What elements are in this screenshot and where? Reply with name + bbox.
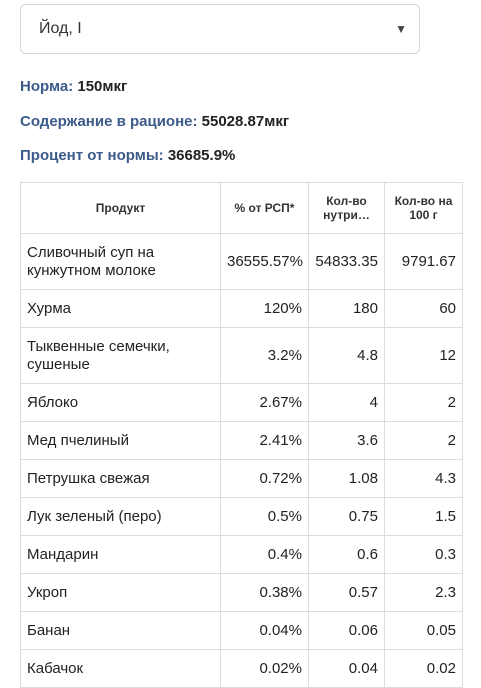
amount-cell: 3.6	[308, 421, 385, 460]
table-row: Тыквенные семечки, сушеные 3.2% 4.8 12	[20, 327, 463, 384]
pct-cell: 2.67%	[220, 383, 309, 422]
per100-cell: 0.3	[384, 535, 463, 574]
pct-cell: 120%	[220, 289, 309, 328]
amount-cell: 0.6	[308, 535, 385, 574]
product-cell: Укроп	[20, 573, 221, 612]
pct-cell: 0.72%	[220, 459, 309, 498]
table-row: Мед пчелиный 2.41% 3.6 2	[20, 421, 463, 460]
table-row: Банан 0.04% 0.06 0.05	[20, 611, 463, 650]
product-cell: Кабачок	[20, 649, 221, 688]
pct-cell: 0.02%	[220, 649, 309, 688]
percent-line: Процент от нормы: 36685.9%	[20, 147, 235, 164]
product-cell: Мед пчелиный	[20, 421, 221, 460]
per100-cell: 60	[384, 289, 463, 328]
chevron-down-icon[interactable]: ▼	[395, 22, 407, 36]
nutrient-select-value: Йод, I	[39, 20, 82, 37]
amount-cell: 180	[308, 289, 385, 328]
nutrient-select[interactable]: Йод, I ▼	[20, 4, 420, 54]
per100-cell: 2	[384, 421, 463, 460]
table-row: Хурма 120% 180 60	[20, 289, 463, 328]
product-cell: Банан	[20, 611, 221, 650]
header-amount[interactable]: Кол-во нутри…	[308, 182, 385, 234]
pct-cell: 2.41%	[220, 421, 309, 460]
header-product[interactable]: Продукт	[20, 182, 221, 234]
norm-label: Норма:	[20, 78, 74, 95]
pct-cell: 0.4%	[220, 535, 309, 574]
content-line: Содержание в рационе: 55028.87мкг	[20, 113, 289, 130]
table-row: Кабачок 0.02% 0.04 0.02	[20, 649, 463, 688]
per100-cell: 9791.67	[384, 233, 463, 290]
amount-cell: 0.04	[308, 649, 385, 688]
pct-cell: 3.2%	[220, 327, 309, 384]
per100-cell: 2.3	[384, 573, 463, 612]
product-cell: Тыквенные семечки, сушеные	[20, 327, 221, 384]
table-header-row: Продукт % от РСП* Кол-во нутри… Кол-во н…	[20, 182, 463, 234]
pct-cell: 36555.57%	[220, 233, 309, 290]
table-row: Укроп 0.38% 0.57 2.3	[20, 573, 463, 612]
header-per100[interactable]: Кол-во на 100 г	[384, 182, 463, 234]
per100-cell: 1.5	[384, 497, 463, 536]
table-row: Петрушка свежая 0.72% 1.08 4.3	[20, 459, 463, 498]
content-label: Содержание в рационе:	[20, 113, 198, 130]
product-cell: Яблоко	[20, 383, 221, 422]
percent-label: Процент от нормы:	[20, 147, 164, 164]
table-row: Мандарин 0.4% 0.6 0.3	[20, 535, 463, 574]
norm-value: 150мкг	[77, 78, 128, 95]
header-pct[interactable]: % от РСП*	[220, 182, 309, 234]
percent-value: 36685.9%	[167, 147, 236, 164]
product-cell: Лук зеленый (перо)	[20, 497, 221, 536]
amount-cell: 4	[308, 383, 385, 422]
amount-cell: 0.06	[308, 611, 385, 650]
product-cell: Петрушка свежая	[20, 459, 221, 498]
amount-cell: 1.08	[308, 459, 385, 498]
amount-cell: 54833.35	[308, 233, 385, 290]
product-cell: Хурма	[20, 289, 221, 328]
amount-cell: 0.57	[308, 573, 385, 612]
table-row: Лук зеленый (перо) 0.5% 0.75 1.5	[20, 497, 463, 536]
table-row: Сливочный суп на кунжутном молоке 36555.5…	[20, 233, 463, 290]
amount-cell: 0.75	[308, 497, 385, 536]
per100-cell: 0.05	[384, 611, 463, 650]
table-row: Яблоко 2.67% 4 2	[20, 383, 463, 422]
pct-cell: 0.5%	[220, 497, 309, 536]
pct-cell: 0.04%	[220, 611, 309, 650]
product-cell: Сливочный суп на кунжутном молоке	[20, 233, 221, 290]
per100-cell: 12	[384, 327, 463, 384]
pct-cell: 0.38%	[220, 573, 309, 612]
per100-cell: 0.02	[384, 649, 463, 688]
norm-line: Норма: 150мкг	[20, 78, 127, 95]
nutrient-table: Продукт % от РСП* Кол-во нутри… Кол-во н…	[20, 182, 463, 688]
product-cell: Мандарин	[20, 535, 221, 574]
content-value: 55028.87мкг	[201, 113, 290, 130]
per100-cell: 4.3	[384, 459, 463, 498]
per100-cell: 2	[384, 383, 463, 422]
amount-cell: 4.8	[308, 327, 385, 384]
